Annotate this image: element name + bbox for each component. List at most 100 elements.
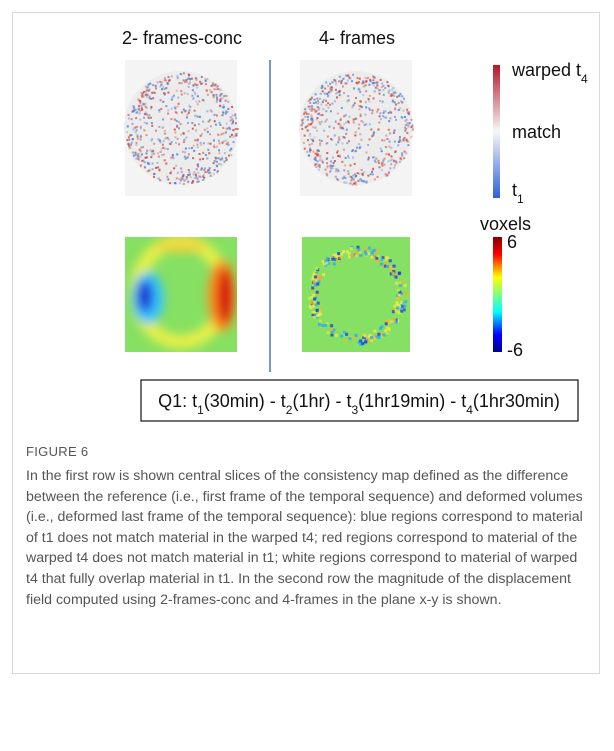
pixel xyxy=(216,86,218,88)
pixel xyxy=(358,88,360,90)
pixel xyxy=(372,168,374,170)
pixel xyxy=(176,153,178,155)
pixel xyxy=(217,157,219,159)
pixel xyxy=(128,145,130,147)
pixel xyxy=(309,99,311,101)
pixel xyxy=(153,143,155,145)
pixel xyxy=(206,89,208,91)
pixel xyxy=(144,113,146,115)
pixel xyxy=(192,173,194,175)
pixel xyxy=(370,173,372,175)
pixel xyxy=(213,96,215,98)
pixel xyxy=(384,87,386,89)
pixel xyxy=(206,157,208,159)
pixel xyxy=(363,86,365,88)
pixel xyxy=(358,173,360,175)
pixel xyxy=(396,96,398,98)
pixel xyxy=(198,100,200,102)
pixel xyxy=(327,102,329,104)
pixel xyxy=(201,82,203,84)
pixel xyxy=(327,165,329,167)
pixel xyxy=(389,259,392,262)
pixel xyxy=(330,167,332,169)
pixel xyxy=(160,108,162,110)
pixel xyxy=(180,73,182,75)
pixel xyxy=(219,95,221,97)
pixel xyxy=(225,110,227,112)
pixel xyxy=(206,78,208,80)
pixel xyxy=(232,129,234,131)
consistency-map xyxy=(299,60,414,196)
pixel xyxy=(309,108,311,110)
pixel xyxy=(216,101,218,103)
pixel xyxy=(209,133,211,135)
pixel xyxy=(146,156,148,158)
pixel xyxy=(153,92,155,94)
pixel xyxy=(221,142,223,144)
pixel xyxy=(319,123,321,125)
pixel xyxy=(398,109,400,111)
pixel xyxy=(388,90,390,92)
pixel xyxy=(178,178,180,180)
pixel xyxy=(398,95,400,97)
pixel xyxy=(357,248,360,251)
pixel xyxy=(373,330,376,333)
pixel xyxy=(316,130,318,132)
pixel xyxy=(395,276,398,279)
pixel xyxy=(348,252,351,255)
pixel xyxy=(325,169,327,171)
pixel xyxy=(209,89,211,91)
pixel xyxy=(353,87,355,89)
pixel xyxy=(388,160,390,162)
pixel xyxy=(324,93,326,95)
pixel xyxy=(131,111,133,113)
pixel xyxy=(137,138,139,140)
pixel xyxy=(325,81,327,83)
pixel xyxy=(333,262,336,265)
pixel xyxy=(157,138,159,140)
pixel xyxy=(136,126,138,128)
pixel xyxy=(309,135,311,137)
colorbar-title: voxels xyxy=(480,214,531,234)
pixel xyxy=(183,133,185,135)
pixel xyxy=(189,174,191,176)
pixel xyxy=(375,161,377,163)
pixel xyxy=(141,105,143,107)
pixel xyxy=(401,281,404,284)
pixel xyxy=(364,250,367,253)
pixel xyxy=(377,160,379,162)
pixel xyxy=(232,136,234,138)
pixel xyxy=(155,167,157,169)
pixel xyxy=(170,172,172,174)
pixel xyxy=(392,99,394,101)
pixel xyxy=(330,160,332,162)
pixel xyxy=(140,165,142,167)
pixel xyxy=(390,163,392,165)
pixel xyxy=(393,93,395,95)
pixel xyxy=(195,176,197,178)
pixel xyxy=(400,307,403,310)
pixel xyxy=(349,183,351,185)
pixel xyxy=(230,116,232,118)
pixel xyxy=(329,104,331,106)
pixel xyxy=(218,152,220,154)
pixel xyxy=(140,135,142,137)
pixel xyxy=(326,119,328,121)
pixel xyxy=(326,93,328,95)
pixel xyxy=(222,127,224,129)
pixel xyxy=(376,111,378,113)
pixel xyxy=(155,85,157,87)
pixel xyxy=(188,169,190,171)
pixel xyxy=(382,89,384,91)
pixel xyxy=(352,174,354,176)
pixel xyxy=(176,120,178,122)
pixel xyxy=(308,106,310,108)
pixel xyxy=(322,101,324,103)
pixel xyxy=(177,97,179,99)
pixel xyxy=(377,333,380,336)
pixel xyxy=(412,129,414,131)
pixel xyxy=(347,120,349,122)
pixel xyxy=(389,141,391,143)
pixel xyxy=(126,131,128,133)
pixel xyxy=(210,125,212,127)
